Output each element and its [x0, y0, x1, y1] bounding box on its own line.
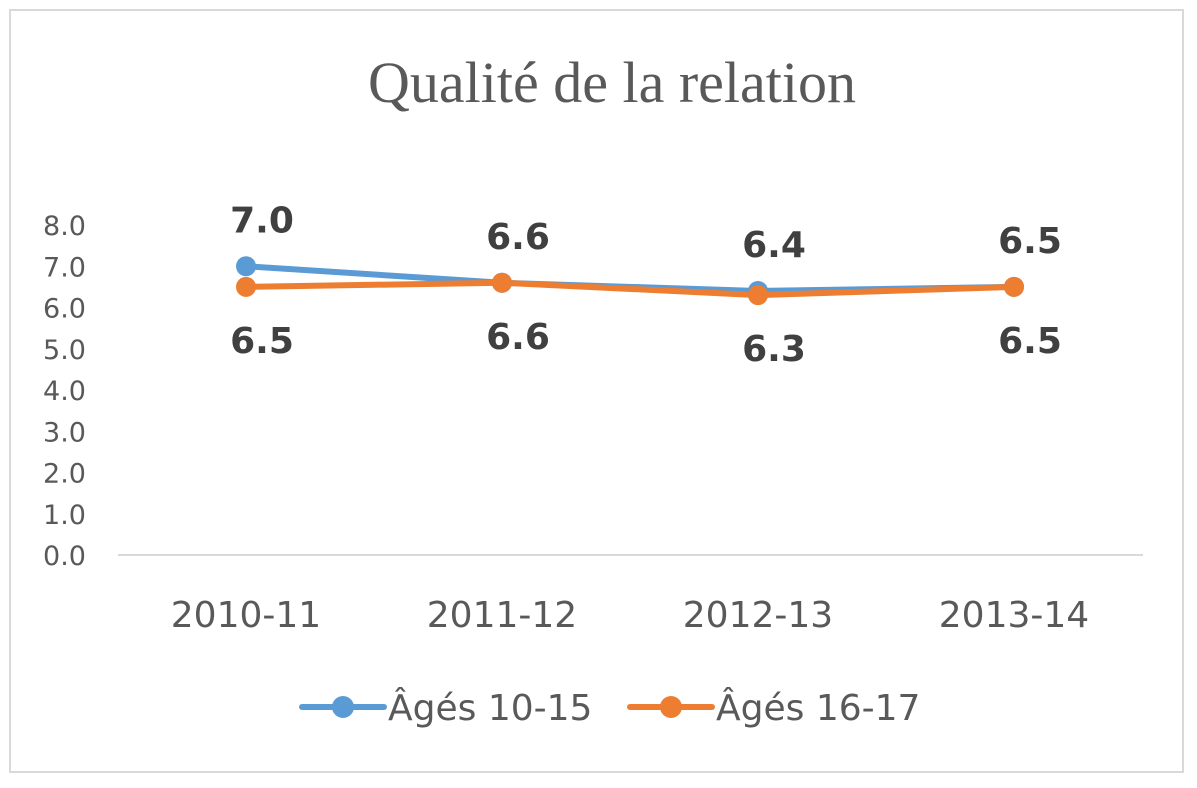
x-tick-label: 2013-14 — [939, 595, 1089, 636]
data-label: 6.4 — [742, 225, 806, 266]
data-label: 6.6 — [486, 317, 550, 358]
y-tick-label: 0.0 — [43, 541, 86, 572]
y-tick-label: 5.0 — [43, 335, 86, 366]
legend: Âgés 10-15 Âgés 16-17 — [299, 687, 920, 729]
data-point — [236, 256, 256, 277]
series-line-2 — [243, 279, 1017, 299]
legend-label: Âgés 10-15 — [388, 687, 592, 729]
y-tick-label: 1.0 — [43, 500, 86, 531]
data-point — [236, 276, 256, 297]
legend-label: Âgés 16-17 — [716, 687, 920, 729]
x-tick-label: 2011-12 — [427, 595, 577, 636]
y-tick-label: 6.0 — [43, 294, 86, 325]
data-label: 7.0 — [230, 200, 294, 241]
x-tick-label: 2012-13 — [683, 595, 833, 636]
chart-title: Qualité de la relation — [368, 50, 856, 115]
x-axis-ticks: 2010-11 2011-12 2012-13 2013-14 — [171, 595, 1089, 636]
legend-marker — [660, 696, 682, 718]
y-axis-ticks: 0.0 1.0 2.0 3.0 4.0 5.0 6.0 7.0 8.0 — [43, 211, 86, 572]
y-tick-label: 3.0 — [43, 417, 86, 448]
chart-frame — [9, 9, 1184, 773]
data-label: 6.5 — [998, 221, 1062, 262]
legend-marker — [332, 696, 354, 718]
data-label: 6.6 — [486, 217, 550, 258]
data-label: 6.5 — [230, 321, 294, 362]
data-point — [1004, 276, 1024, 297]
x-tick-label: 2010-11 — [171, 595, 321, 636]
data-point — [492, 272, 512, 293]
data-labels: 7.0 6.6 6.4 6.5 6.5 6.6 6.3 6.5 — [230, 200, 1062, 370]
series-group — [236, 256, 1024, 306]
data-label: 6.5 — [998, 321, 1062, 362]
data-point — [748, 285, 768, 306]
y-tick-label: 2.0 — [43, 459, 86, 490]
y-tick-label: 7.0 — [43, 252, 86, 283]
y-tick-label: 4.0 — [43, 376, 86, 407]
data-label: 6.3 — [742, 329, 806, 370]
y-tick-label: 8.0 — [43, 211, 86, 242]
